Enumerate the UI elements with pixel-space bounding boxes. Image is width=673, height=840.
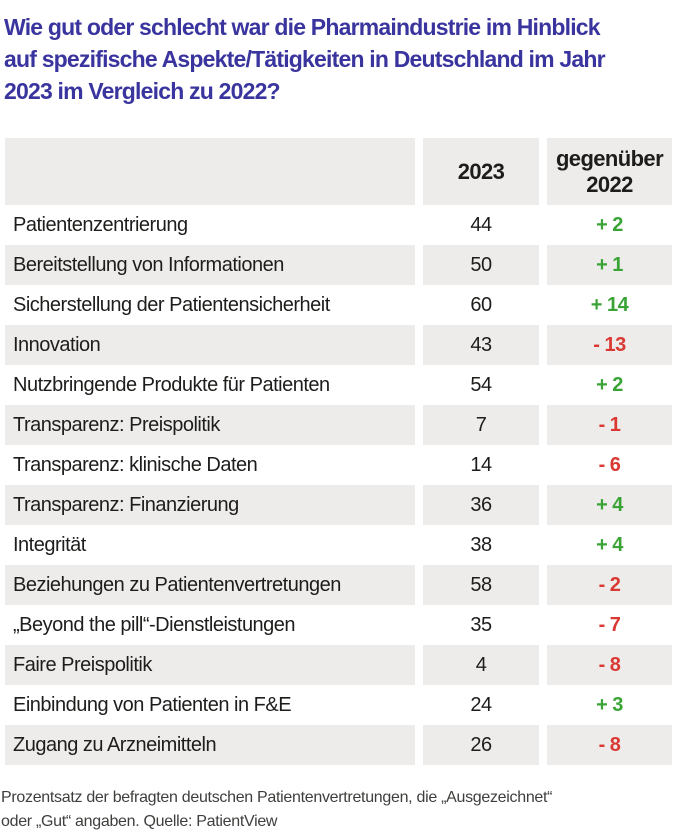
source-note-line: oder „Gut“ angaben. Quelle: PatientView [1,813,278,830]
row-change-vs-2022: + 3 [596,693,623,716]
page-title-line: auf spezifische Aspekte/Tätigkeiten in D… [4,46,606,72]
row-change-vs-2022: - 6 [598,453,621,476]
row-value-2023: 7 [423,405,539,445]
row-label: Transparenz: Finanzierung [5,485,415,525]
row-change-vs-2022: - 8 [547,725,672,765]
row-value-2023: 58 [423,565,539,605]
table-row: Innovation 43 - 13 [5,325,672,365]
row-label: „Beyond the pill“-Dienstleistungen [13,613,296,636]
row-label: Integrität [13,533,86,556]
page-title: Wie gut oder schlecht war die Pharmaindu… [0,0,673,107]
row-change-vs-2022: + 2 [596,213,623,236]
row-value-2023: 14 [470,453,492,476]
row-change-vs-2022: + 1 [547,245,672,285]
page-title-line: Wie gut oder schlecht war die Pharmaindu… [4,14,601,40]
table-row: „Beyond the pill“-Dienstleistungen 35 - … [5,605,672,645]
row-change-vs-2022: - 8 [547,645,672,685]
row-change-vs-2022: + 4 [596,533,623,556]
row-value-2023: 26 [423,725,539,765]
table-row: Patientenzentrierung 44 + 2 [5,205,672,245]
row-value-2023: 24 [470,693,492,716]
row-label: Innovation [5,325,415,365]
table-row: Transparenz: Preispolitik 7 - 1 [5,405,672,445]
row-value-2023: 44 [470,213,492,236]
row-value-2023: 38 [470,533,492,556]
row-label: Sicherstellung der Patientensicherheit [13,293,330,316]
row-change-vs-2022: - 7 [598,613,621,636]
table-row: Transparenz: klinische Daten 14 - 6 [5,445,672,485]
table-row: Integrität 38 + 4 [5,525,672,565]
row-value-2023: 43 [423,325,539,365]
row-value-2023: 60 [470,293,492,316]
header-vs-2022: gegenüber 2022 [547,138,672,205]
row-change-vs-2022: + 4 [547,485,672,525]
table-row: Zugang zu Arzneimitteln 26 - 8 [5,725,672,765]
ratings-table: 2023 gegenüber 2022 Patientenzentrierung… [5,138,672,765]
row-label: Transparenz: Preispolitik [5,405,415,445]
row-value-2023: 50 [423,245,539,285]
row-change-vs-2022: + 2 [596,373,623,396]
source-note-line: Prozentsatz der befragten deutschen Pati… [1,789,553,806]
row-change-vs-2022: - 13 [547,325,672,365]
table-row: Faire Preispolitik 4 - 8 [5,645,672,685]
row-label: Einbindung von Patienten in F&E [13,693,292,716]
row-label: Beziehungen zu Patientenvertretungen [5,565,415,605]
table-row: Sicherstellung der Patientensicherheit 6… [5,285,672,325]
page-title-line: 2023 im Vergleich zu 2022? [4,78,281,104]
row-label: Faire Preispolitik [5,645,415,685]
source-note: Prozentsatz der befragten deutschen Pati… [0,786,673,834]
row-value-2023: 35 [470,613,492,636]
row-change-vs-2022: - 1 [547,405,672,445]
header-2023: 2023 [423,138,539,205]
row-value-2023: 54 [470,373,492,396]
row-change-vs-2022: - 2 [547,565,672,605]
row-label: Nutzbringende Produkte für Patienten [13,373,330,396]
row-label: Transparenz: klinische Daten [13,453,258,476]
table-row: Nutzbringende Produkte für Patienten 54 … [5,365,672,405]
table-row: Transparenz: Finanzierung 36 + 4 [5,485,672,525]
table-row: Einbindung von Patienten in F&E 24 + 3 [5,685,672,725]
row-label: Bereitstellung von Informationen [5,245,415,285]
row-label: Patientenzentrierung [13,213,188,236]
row-label: Zugang zu Arzneimitteln [5,725,415,765]
row-change-vs-2022: + 14 [590,293,629,316]
row-value-2023: 4 [423,645,539,685]
header-spacer [5,138,415,205]
table-row: Beziehungen zu Patientenvertretungen 58 … [5,565,672,605]
row-value-2023: 36 [423,485,539,525]
table-header-row: 2023 gegenüber 2022 [5,138,672,205]
table-row: Bereitstellung von Informationen 50 + 1 [5,245,672,285]
